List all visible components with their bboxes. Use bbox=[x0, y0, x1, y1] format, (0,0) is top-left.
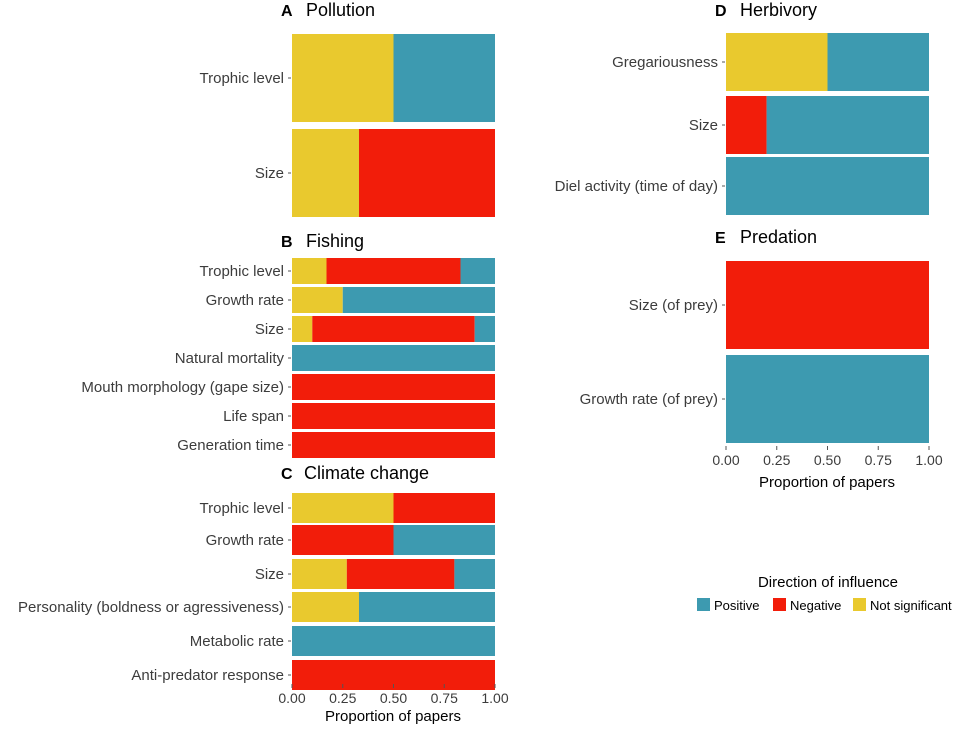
bar-segment-natural-mortality-positive bbox=[292, 345, 495, 371]
y-label-diel-activity-time-of-day: Diel activity (time of day) bbox=[555, 178, 718, 195]
y-label-size: Size bbox=[255, 321, 284, 338]
x-tick-label: 1.00 bbox=[481, 690, 508, 706]
bar-segment-size-positive bbox=[766, 96, 929, 154]
legend-label-negative: Negative bbox=[790, 598, 841, 613]
legend-label-positive: Positive bbox=[714, 598, 760, 613]
bar-segment-growth-rate-of-prey-positive bbox=[726, 355, 929, 443]
bar-segment-trophic-level-not-significant bbox=[292, 493, 394, 523]
bar-segment-life-span-negative bbox=[292, 403, 495, 429]
y-label-trophic-level: Trophic level bbox=[200, 263, 284, 280]
panel-a-letter: A bbox=[281, 3, 293, 20]
bar-segment-trophic-level-not-significant bbox=[292, 34, 394, 122]
legend-title: Direction of influence bbox=[758, 574, 898, 591]
y-label-natural-mortality: Natural mortality bbox=[175, 350, 285, 367]
panel-d: Gregariousness Size Diel activity (time of… bbox=[555, 33, 929, 215]
x-tick-label: 0.75 bbox=[865, 452, 892, 468]
legend-swatch-positive bbox=[697, 598, 710, 611]
panel-c: Trophic level Growth rate Size Personality … bbox=[18, 493, 509, 706]
bar-segment-size-not-significant bbox=[292, 129, 359, 217]
bar-segment-size-positive bbox=[454, 559, 495, 589]
y-label-metabolic-rate: Metabolic rate bbox=[190, 633, 284, 650]
x-tick-label: 0.25 bbox=[763, 452, 790, 468]
panel-c-x-axis-title: Proportion of papers bbox=[325, 708, 461, 725]
y-label-anti-predator-response: Anti-predator response bbox=[131, 667, 284, 684]
panel-e-title: Predation bbox=[740, 227, 817, 247]
y-label-life-span: Life span bbox=[223, 408, 284, 425]
bar-segment-size-positive bbox=[474, 316, 495, 342]
bar-segment-growth-rate-not-significant bbox=[292, 287, 343, 313]
bar-segment-diel-activity-time-of-day-positive bbox=[726, 157, 929, 215]
legend-swatch-negative bbox=[773, 598, 786, 611]
panel-a: Trophic level Size bbox=[200, 34, 495, 217]
y-label-trophic-level: Trophic level bbox=[200, 500, 284, 517]
panel-e-letter: E bbox=[715, 230, 726, 247]
y-label-size: Size bbox=[255, 566, 284, 583]
y-label-personality-boldness-or-agressiveness: Personality (boldness or agressiveness) bbox=[18, 599, 284, 616]
x-tick-label: 0.50 bbox=[380, 690, 407, 706]
panel-b-letter: B bbox=[281, 234, 293, 251]
y-label-generation-time: Generation time bbox=[177, 437, 284, 454]
plot-area: Trophic level Size Trophic level Growth rat… bbox=[18, 33, 943, 706]
bar-segment-size-not-significant bbox=[292, 559, 347, 589]
bar-segment-metabolic-rate-positive bbox=[292, 626, 495, 656]
y-label-mouth-morphology-gape-size: Mouth morphology (gape size) bbox=[81, 379, 284, 396]
y-label-gregariousness: Gregariousness bbox=[612, 54, 718, 71]
bar-segment-generation-time-negative bbox=[292, 432, 495, 458]
y-label-size-of-prey: Size (of prey) bbox=[629, 297, 718, 314]
x-tick-label: 0.75 bbox=[431, 690, 458, 706]
bar-segment-growth-rate-negative bbox=[292, 525, 394, 555]
bar-segment-size-of-prey-negative bbox=[726, 261, 929, 349]
bar-segment-gregariousness-positive bbox=[827, 33, 929, 91]
bar-segment-size-negative bbox=[312, 316, 475, 342]
bar-segment-personality-boldness-or-agressiveness-positive bbox=[358, 592, 495, 622]
legend-label-not-significant: Not significant bbox=[870, 598, 952, 613]
bar-segment-trophic-level-not-significant bbox=[292, 258, 327, 284]
bar-segment-trophic-level-negative bbox=[326, 258, 461, 284]
y-label-growth-rate-of-prey: Growth rate (of prey) bbox=[580, 391, 718, 408]
bar-segment-trophic-level-positive bbox=[393, 34, 495, 122]
panel-a-title: Pollution bbox=[306, 0, 375, 20]
panel-c-letter: C bbox=[281, 466, 293, 483]
bar-segment-size-negative bbox=[346, 559, 455, 589]
bar-segment-size-negative bbox=[726, 96, 767, 154]
bar-segment-growth-rate-positive bbox=[393, 525, 495, 555]
bar-segment-size-negative bbox=[358, 129, 495, 217]
legend-swatch-not-significant bbox=[853, 598, 866, 611]
y-label-size: Size bbox=[255, 165, 284, 182]
y-label-growth-rate: Growth rate bbox=[206, 532, 284, 549]
y-label-trophic-level: Trophic level bbox=[200, 70, 284, 87]
x-tick-label: 1.00 bbox=[915, 452, 942, 468]
panel-b: Trophic level Growth rate Size Natural mort… bbox=[81, 258, 495, 458]
bar-segment-size-not-significant bbox=[292, 316, 313, 342]
x-tick-label: 0.25 bbox=[329, 690, 356, 706]
bar-segment-trophic-level-positive bbox=[460, 258, 495, 284]
y-label-size: Size bbox=[689, 117, 718, 134]
y-label-growth-rate: Growth rate bbox=[206, 292, 284, 309]
panel-e: Size (of prey) Growth rate (of prey) 0.00 0… bbox=[580, 261, 943, 468]
x-tick-label: 0.50 bbox=[814, 452, 841, 468]
panel-e-x-axis-title: Proportion of papers bbox=[759, 474, 895, 491]
panel-d-letter: D bbox=[715, 3, 727, 20]
legend: Direction of influence Positive Negative… bbox=[697, 574, 952, 613]
panel-b-title: Fishing bbox=[306, 231, 364, 251]
x-tick-label: 0.00 bbox=[712, 452, 739, 468]
bar-segment-trophic-level-negative bbox=[393, 493, 495, 523]
bar-segment-mouth-morphology-gape-size-negative bbox=[292, 374, 495, 400]
x-tick-label: 0.00 bbox=[278, 690, 305, 706]
bar-segment-gregariousness-not-significant bbox=[726, 33, 828, 91]
bar-segment-personality-boldness-or-agressiveness-not-significant bbox=[292, 592, 359, 622]
panel-d-title: Herbivory bbox=[740, 0, 817, 20]
panel-c-title: Climate change bbox=[304, 463, 429, 483]
bar-segment-growth-rate-positive bbox=[342, 287, 495, 313]
